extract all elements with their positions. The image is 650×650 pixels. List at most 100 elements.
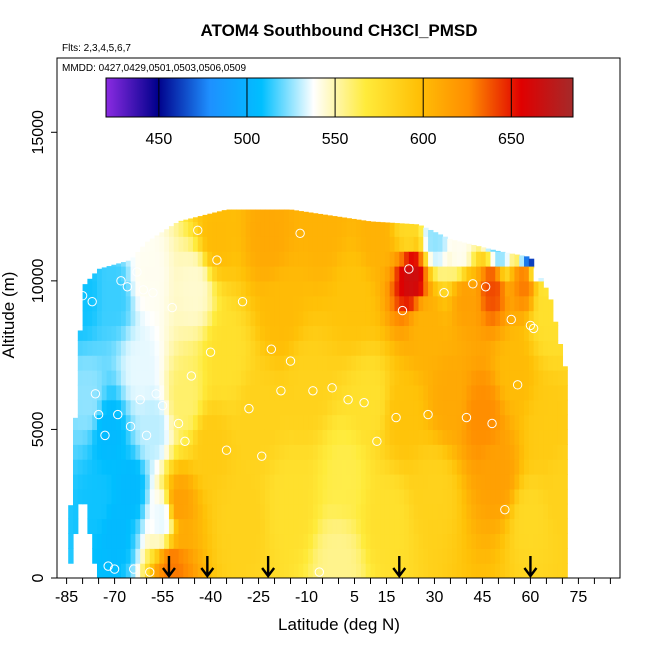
sample-point <box>65 291 75 301</box>
heatmap-cell <box>389 251 396 267</box>
heatmap-cell <box>519 255 525 267</box>
heatmap-cell <box>509 340 516 356</box>
heatmap-cell <box>456 414 463 431</box>
heatmap-cell <box>308 310 314 327</box>
heatmap-cell <box>288 325 295 341</box>
heatmap-cell <box>288 280 295 297</box>
heatmap-cell <box>509 253 516 267</box>
heatmap-cell <box>130 295 136 312</box>
heatmap-cell <box>168 503 175 520</box>
heatmap-cell <box>216 384 223 401</box>
heatmap-cell <box>212 266 218 282</box>
heatmap-cell <box>341 518 348 535</box>
heatmap-cell <box>255 295 261 312</box>
heatmap-cell <box>437 340 444 356</box>
flight-arrow-head <box>162 567 176 578</box>
heatmap-cell <box>476 280 482 297</box>
heatmap-cell <box>437 236 444 252</box>
heatmap-cell <box>399 355 405 371</box>
heatmap-cell <box>125 429 132 445</box>
heatmap-cell <box>82 325 88 341</box>
heatmap-cell <box>327 444 333 460</box>
heatmap-cell <box>288 340 295 356</box>
heatmap-cell <box>178 221 184 237</box>
heatmap-cell <box>130 280 136 297</box>
heatmap-cell <box>341 295 348 312</box>
heatmap-cell <box>87 310 93 327</box>
heatmap-cell <box>135 252 141 267</box>
heatmap-cell <box>380 222 386 237</box>
heatmap-cell <box>375 221 381 237</box>
heatmap-cell <box>135 355 141 371</box>
heatmap-cell <box>82 310 88 327</box>
heatmap-cell <box>264 488 271 505</box>
heatmap-cell <box>418 548 424 564</box>
heatmap-cell <box>255 340 261 356</box>
heatmap-cell <box>332 429 338 445</box>
heatmap-cell <box>543 414 549 431</box>
heatmap-cell <box>240 280 247 297</box>
heatmap-cell <box>216 325 223 341</box>
heatmap-cell <box>197 251 204 267</box>
heatmap-cell <box>504 399 511 416</box>
heatmap-cell <box>116 266 122 282</box>
heatmap-cell <box>77 488 84 505</box>
heatmap-cell <box>389 444 396 460</box>
heatmap-cell <box>365 429 372 445</box>
heatmap-cell <box>504 518 511 535</box>
heatmap-cell <box>399 295 405 312</box>
heatmap-cell <box>495 548 501 564</box>
heatmap-cell <box>226 399 232 416</box>
heatmap-cell <box>490 414 496 431</box>
heatmap-cell <box>466 444 472 460</box>
heatmap-cell <box>101 414 108 431</box>
x-axis: -85 -70 -55 -40 -25 -10 5 15 30 45 60 75 <box>55 578 611 606</box>
heatmap-cell <box>173 488 180 505</box>
heatmap-cell <box>548 399 554 416</box>
heatmap-cell <box>360 459 367 475</box>
heatmap-cell <box>303 370 309 386</box>
heatmap-cell <box>188 518 194 535</box>
heatmap-cell <box>312 414 319 431</box>
heatmap-cell <box>303 251 309 267</box>
heatmap-cell <box>255 503 261 520</box>
heatmap-cell <box>226 459 232 475</box>
heatmap-cell <box>312 310 319 327</box>
heatmap-cell <box>495 370 501 386</box>
heatmap-cell <box>101 503 108 520</box>
heatmap-cell <box>504 266 511 282</box>
heatmap-cell <box>216 251 223 267</box>
heatmap-cell <box>404 459 410 475</box>
colorbar-tick-label: 450 <box>146 131 173 148</box>
heatmap-cell <box>456 325 463 341</box>
heatmap-cell <box>120 325 127 341</box>
heatmap-cell <box>269 280 276 297</box>
heatmap-cell <box>442 399 448 416</box>
heatmap-cell <box>188 236 194 252</box>
heatmap-cell <box>240 340 247 356</box>
heatmap-cell <box>552 518 559 535</box>
heatmap-cell <box>490 355 496 371</box>
heatmap-cell <box>500 251 506 267</box>
heatmap-cell <box>394 429 400 445</box>
heatmap-cell <box>125 310 132 327</box>
heatmap-cell <box>221 221 228 237</box>
heatmap-cell <box>312 213 319 223</box>
heatmap-cell <box>178 384 184 401</box>
heatmap-cell <box>380 414 386 431</box>
heatmap-cell <box>519 370 525 386</box>
heatmap-cell <box>159 384 165 401</box>
heatmap-cell <box>192 548 199 564</box>
heatmap-cell <box>298 533 304 549</box>
heatmap-cell <box>351 236 357 252</box>
heatmap-cell <box>423 548 429 564</box>
heatmap-cell <box>279 474 285 490</box>
heatmap-cell <box>380 444 386 460</box>
heatmap-cell <box>231 384 237 401</box>
heatmap-cell <box>346 429 352 445</box>
heatmap-cell <box>389 399 396 416</box>
heatmap-cell <box>250 503 256 520</box>
sample-point <box>468 279 478 289</box>
heatmap-cell <box>557 533 564 549</box>
heatmap-cell <box>140 325 146 341</box>
